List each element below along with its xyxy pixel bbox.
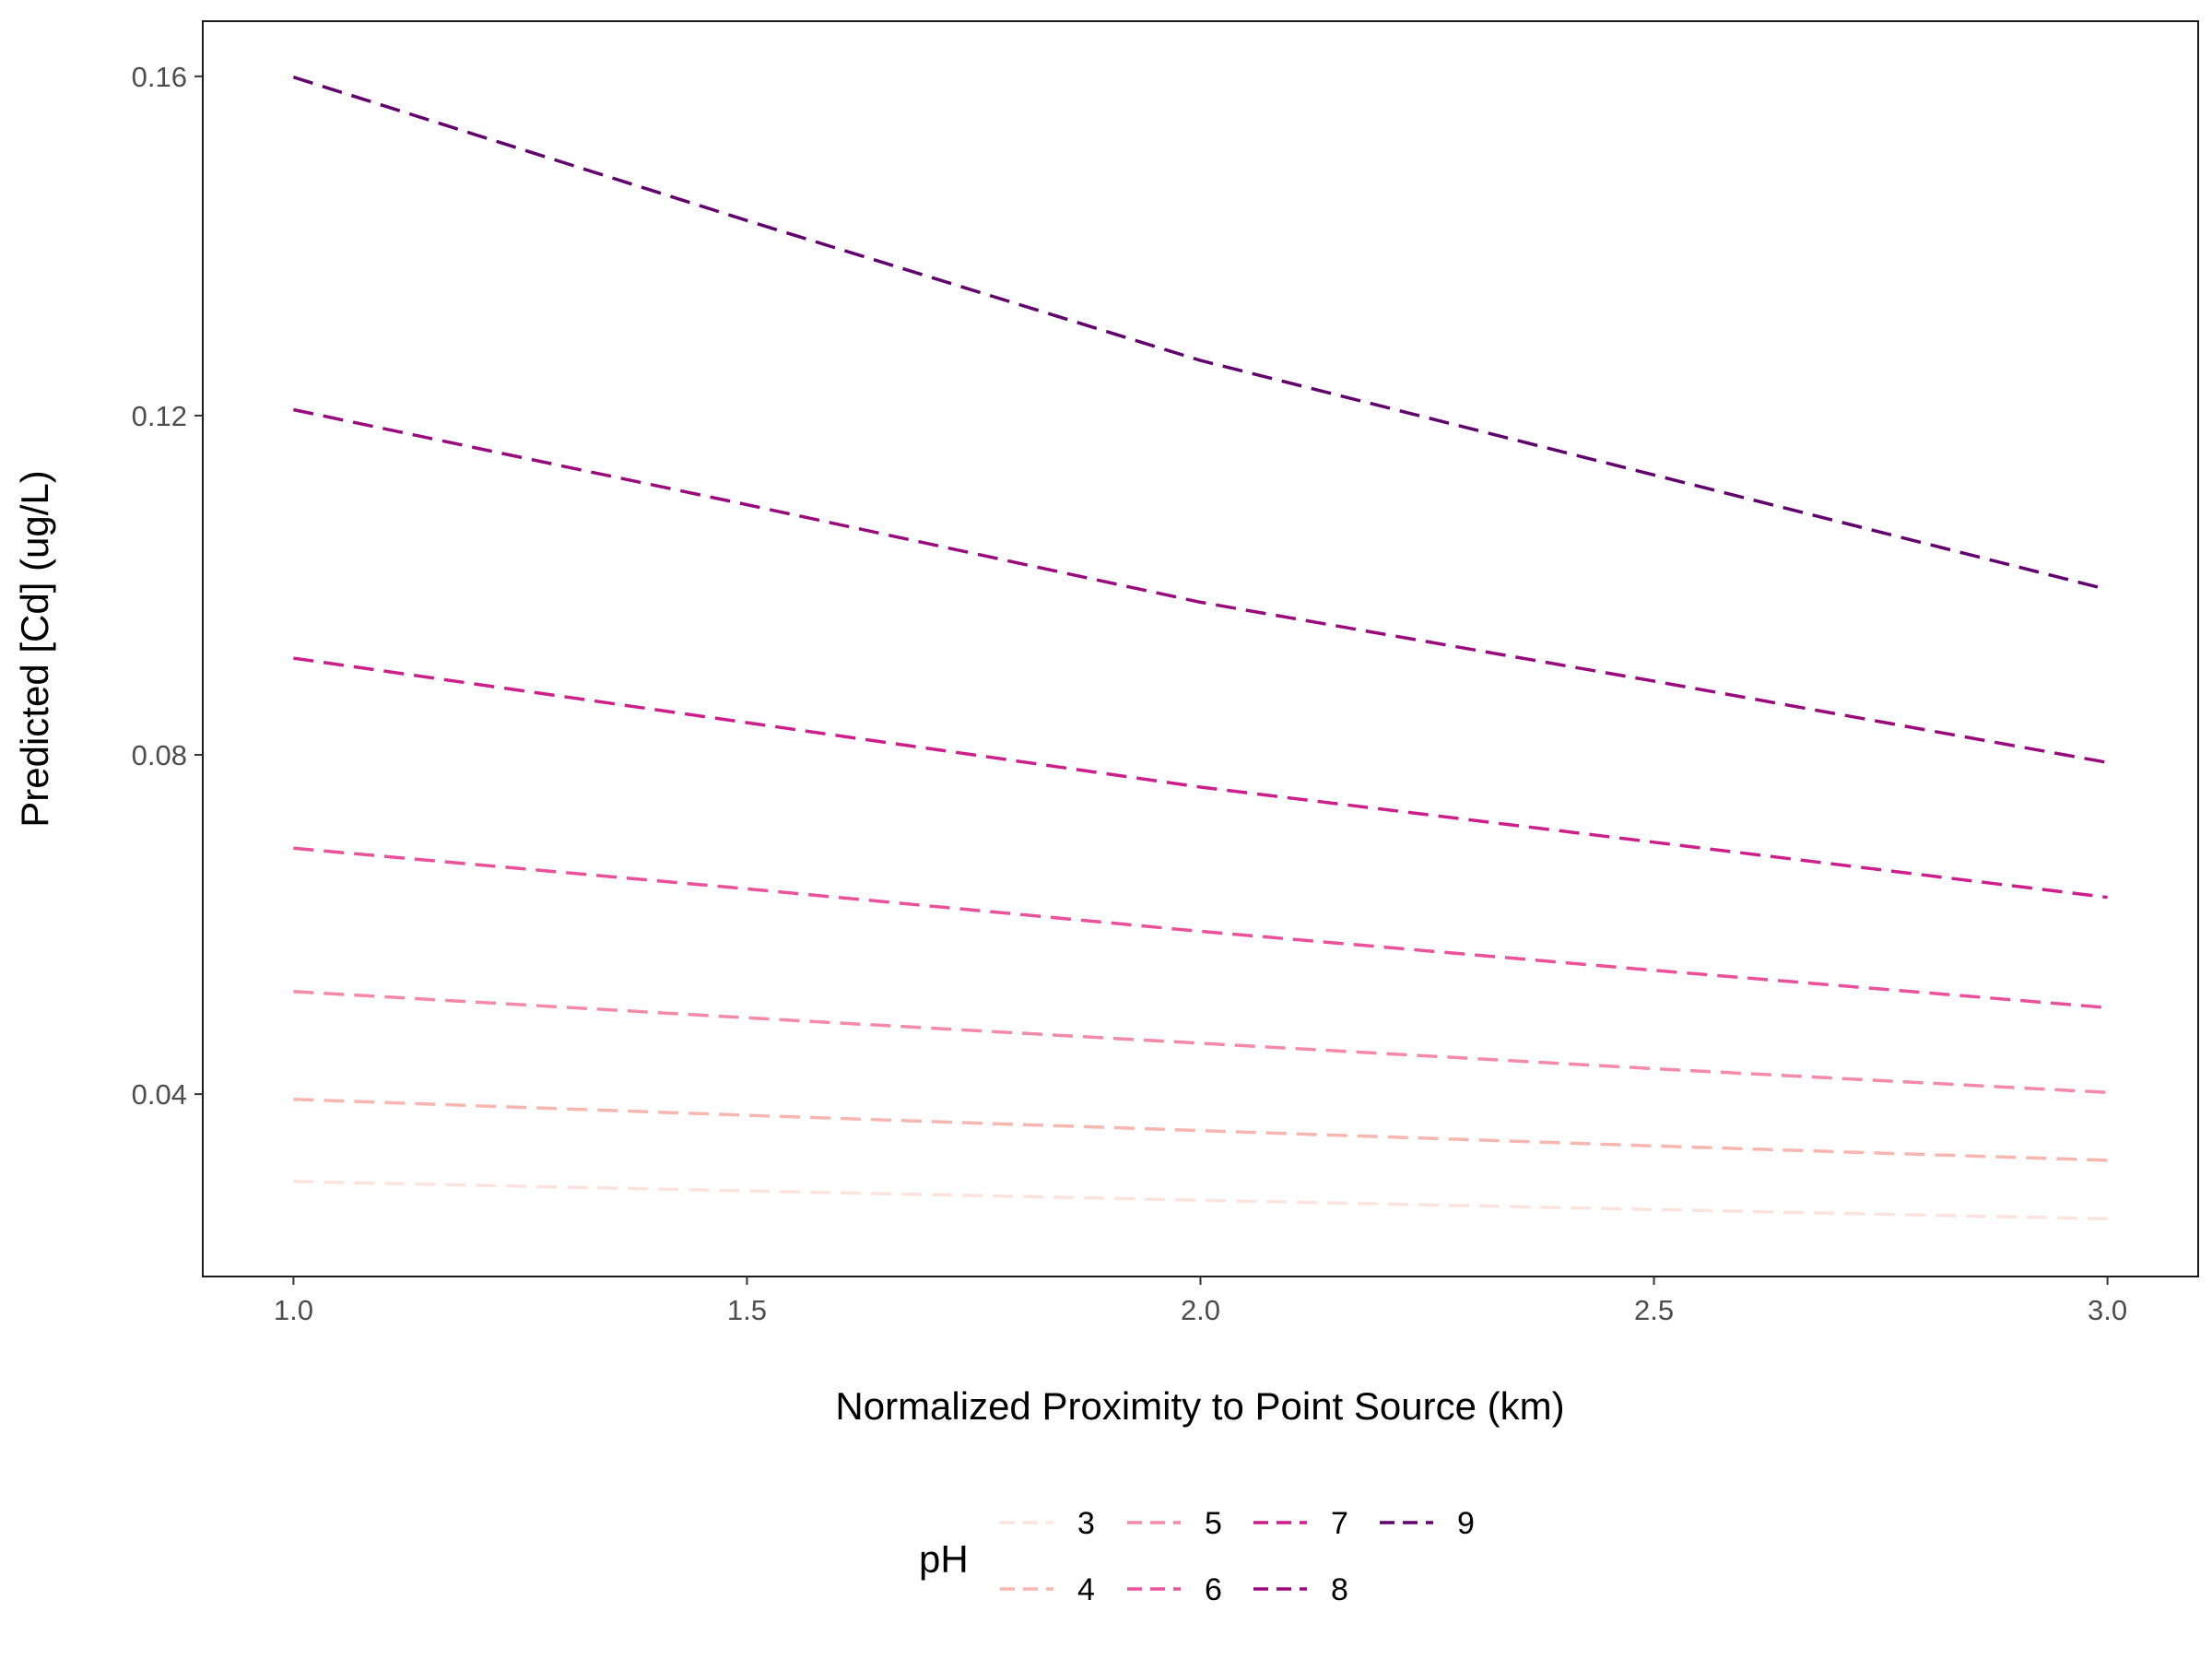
x-tick-label: 1.0 [274,1294,313,1326]
legend-label-7: 7 [1331,1506,1348,1541]
x-tick-label: 2.0 [1181,1294,1220,1326]
x-tick-label: 2.5 [1634,1294,1674,1326]
x-tick-label: 1.5 [727,1294,767,1326]
series-8 [293,407,2108,765]
legend-label-9: 9 [1457,1506,1475,1541]
legend-label-8: 8 [1331,1572,1348,1607]
series-7 [293,656,2108,900]
series-line-7 [293,656,2108,900]
legend: pH 3 4 5 6 7 8 9 [919,1506,1475,1607]
legend-item-8: 8 [1253,1572,1348,1607]
legend-item-4: 4 [1000,1572,1095,1607]
y-axis-title: Predicted [Cd] (ug/L) [13,470,56,828]
legend-item-3: 3 [1000,1506,1095,1541]
x-axis-title: Normalized Proximity to Point Source (km… [835,1384,1564,1428]
plot-panel [202,20,2199,1277]
legend-label-5: 5 [1205,1506,1222,1541]
y-tick-label: 0.08 [132,739,187,771]
series-line-8 [293,407,2108,765]
legend-item-7: 7 [1253,1506,1348,1541]
legend-item-5: 5 [1127,1506,1222,1541]
legend-item-6: 6 [1127,1572,1222,1607]
y-tick-label: 0.04 [132,1078,187,1111]
series-line-9 [292,76,2109,592]
x-tick-label: 3.0 [2088,1294,2127,1326]
legend-label-4: 4 [1077,1572,1095,1607]
series-9 [292,76,2109,592]
y-tick-label: 0.12 [132,400,187,432]
legend-label-3: 3 [1077,1506,1095,1541]
legend-label-6: 6 [1205,1572,1222,1607]
x-axis: 1.0 1.5 2.0 2.5 3.0 [274,1277,2127,1326]
y-tick-label: 0.16 [132,61,187,93]
legend-title: pH [919,1537,969,1581]
legend-item-9: 9 [1380,1506,1475,1541]
series-group [292,76,2109,1221]
y-axis: 0.04 0.08 0.12 0.16 [132,61,203,1111]
